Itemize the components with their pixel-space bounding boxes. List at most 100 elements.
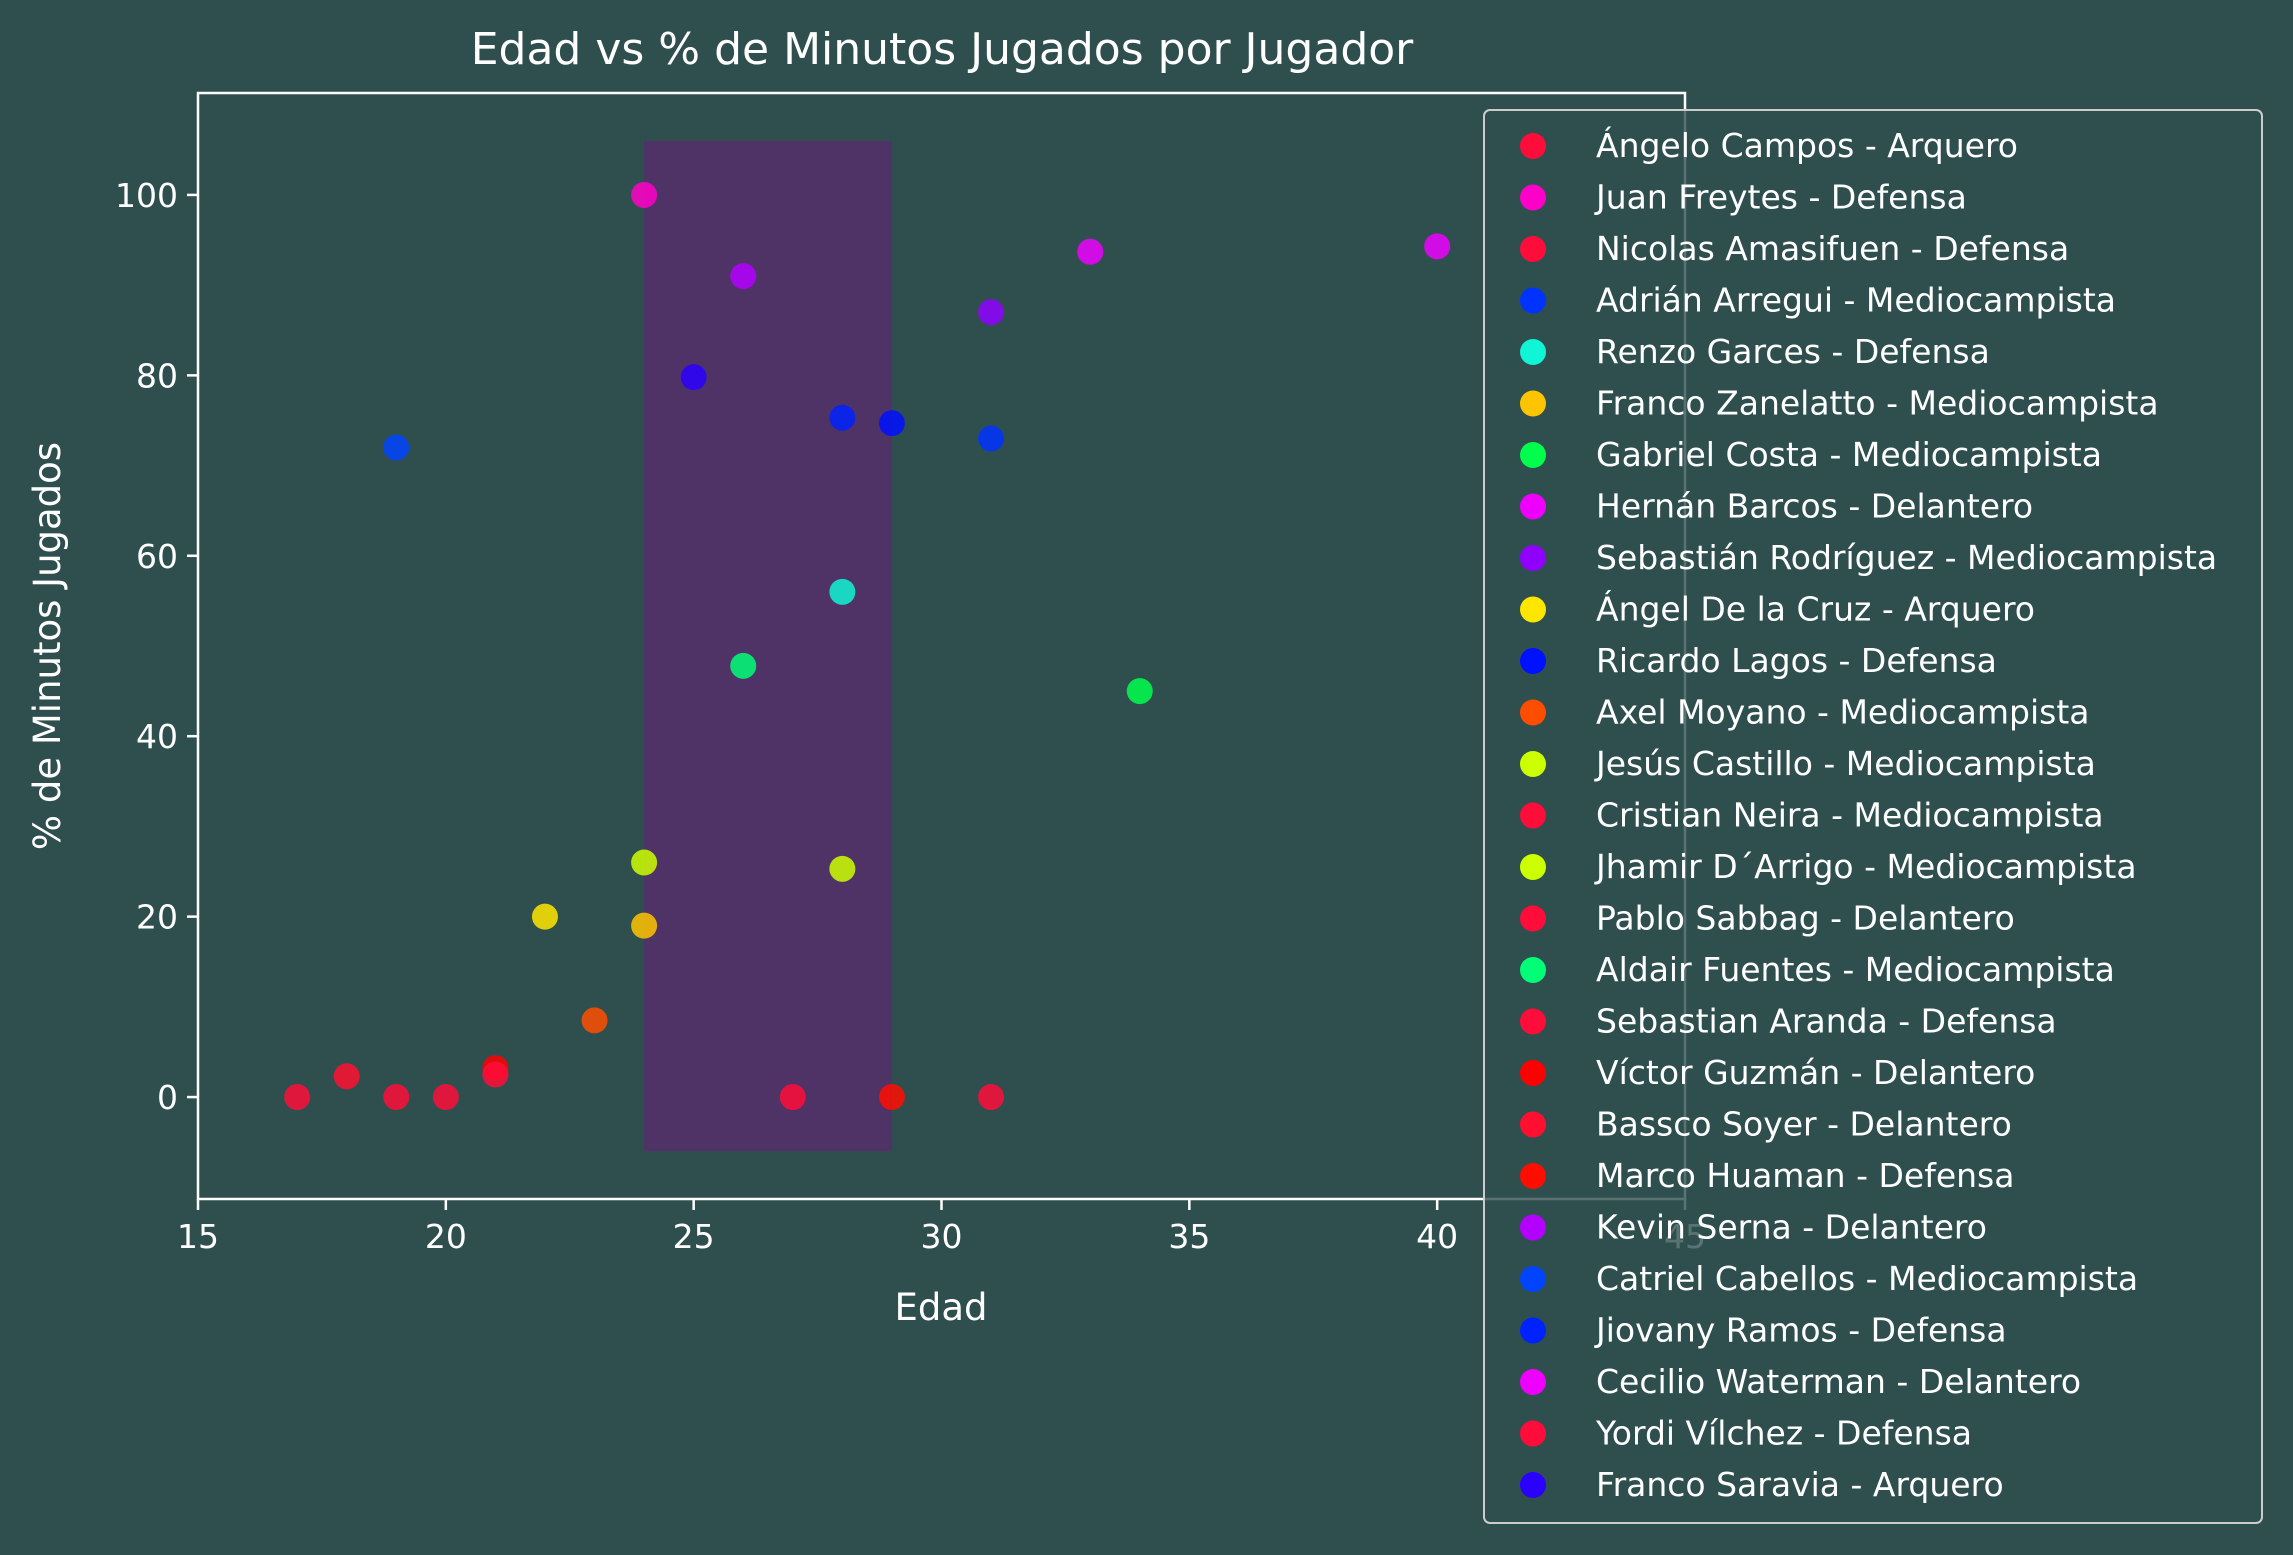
legend-marker xyxy=(1520,545,1546,571)
data-point xyxy=(383,1084,410,1111)
legend-marker xyxy=(1520,1472,1546,1498)
legend-entry-label: Franco Zanelatto - Mediocampista xyxy=(1596,384,2159,423)
legend-entry-label: Jiovany Ramos - Defensa xyxy=(1594,1311,2007,1350)
legend-entry-label: Sebastián Rodríguez - Mediocampista xyxy=(1596,538,2217,577)
legend-entry-label: Renzo Garces - Defensa xyxy=(1596,332,1990,371)
data-point xyxy=(333,1063,360,1090)
legend-entry-label: Víctor Guzmán - Delantero xyxy=(1596,1053,2035,1092)
data-point xyxy=(1424,233,1451,260)
legend-marker xyxy=(1520,1111,1546,1138)
data-point xyxy=(730,652,757,679)
highlight-band-layer xyxy=(644,140,892,1152)
data-point xyxy=(631,849,658,876)
y-tick-label: 0 xyxy=(157,1078,178,1117)
data-point xyxy=(383,434,410,461)
legend-marker xyxy=(1520,493,1546,520)
legend-entry-label: Yordi Vílchez - Defensa xyxy=(1595,1414,1972,1453)
legend-marker xyxy=(1520,751,1546,777)
legend-entry-label: Jhamir D´Arrigo - Mediocampista xyxy=(1594,847,2137,886)
y-axis-label: % de Minutos Jugados xyxy=(26,442,69,850)
y-tick-label: 20 xyxy=(136,898,178,937)
legend-entry-label: Sebastian Aranda - Defensa xyxy=(1596,1002,2057,1041)
legend-box xyxy=(1483,109,2263,1524)
legend-marker xyxy=(1520,1420,1546,1447)
data-point xyxy=(878,410,905,437)
legend-marker xyxy=(1520,133,1546,159)
legend-entry-label: Nicolas Amasifuen - Defensa xyxy=(1596,229,2069,268)
legend: Ángelo Campos - Arquero Juan Freytes - De… xyxy=(1483,109,2263,1524)
data-point xyxy=(829,855,856,882)
data-point xyxy=(829,578,856,605)
legend-entry-label: Marco Huaman - Defensa xyxy=(1596,1156,2014,1195)
legend-marker xyxy=(1520,390,1546,417)
legend-marker xyxy=(1520,699,1546,726)
legend-marker xyxy=(1520,957,1546,983)
chart-title: Edad vs % de Minutos Jugados por Jugador xyxy=(471,24,1414,75)
legend-entry-label: Hernán Barcos - Delantero xyxy=(1596,487,2033,526)
legend-entry-label: Bassco Soyer - Delantero xyxy=(1596,1105,2012,1144)
legend-marker xyxy=(1520,648,1546,674)
legend-entry-label: Juan Freytes - Defensa xyxy=(1594,178,1967,217)
data-points-layer xyxy=(284,181,1451,1111)
y-tick-label: 60 xyxy=(136,537,178,576)
legend-entry-label: Kevin Serna - Delantero xyxy=(1596,1208,1987,1247)
legend-entry-label: Ricardo Lagos - Defensa xyxy=(1596,641,1997,680)
data-point xyxy=(581,1007,608,1034)
legend-entry-label: Jesús Castillo - Mediocampista xyxy=(1594,744,2096,783)
data-point xyxy=(482,1061,509,1088)
legend-entry-label: Axel Moyano - Mediocampista xyxy=(1596,693,2090,732)
y-tick-label: 40 xyxy=(136,717,178,756)
legend-marker xyxy=(1520,442,1546,468)
x-tick-label: 25 xyxy=(673,1217,715,1256)
data-point xyxy=(779,1084,806,1111)
data-point xyxy=(978,299,1005,326)
legend-marker xyxy=(1520,339,1546,365)
data-point xyxy=(1077,238,1104,265)
x-tick-label: 40 xyxy=(1416,1217,1458,1256)
legend-entry-label: Catriel Cabellos - Mediocampista xyxy=(1596,1259,2138,1298)
highlight-band xyxy=(644,140,892,1152)
legend-marker xyxy=(1520,596,1546,623)
legend-marker xyxy=(1520,1008,1546,1035)
legend-marker xyxy=(1520,236,1546,262)
data-point xyxy=(680,364,707,391)
data-point xyxy=(978,425,1005,452)
legend-entry-label: Pablo Sabbag - Delantero xyxy=(1596,899,2015,938)
legend-entry-label: Cristian Neira - Mediocampista xyxy=(1596,796,2104,835)
x-tick-label: 20 xyxy=(425,1217,467,1256)
data-point xyxy=(829,404,856,431)
legend-entry-label: Aldair Fuentes - Mediocampista xyxy=(1596,950,2115,989)
legend-marker xyxy=(1520,1266,1546,1292)
x-tick-label: 15 xyxy=(177,1217,219,1256)
legend-marker xyxy=(1520,1060,1546,1086)
legend-marker xyxy=(1520,1214,1546,1241)
legend-entry-label: Ángelo Campos - Arquero xyxy=(1596,125,2018,165)
legend-entry-label: Adrián Arregui - Mediocampista xyxy=(1596,281,2116,320)
x-tick-label: 30 xyxy=(921,1217,963,1256)
data-point xyxy=(1126,678,1153,705)
y-axis-ticks: 0 20 40 60 80 100 xyxy=(115,176,198,1117)
legend-marker xyxy=(1520,1163,1546,1189)
legend-entry-label: Cecilio Waterman - Delantero xyxy=(1596,1362,2081,1401)
data-point xyxy=(631,181,658,208)
legend-marker xyxy=(1520,287,1546,314)
data-point xyxy=(631,912,658,939)
data-point xyxy=(730,263,757,290)
legend-marker xyxy=(1520,1317,1546,1344)
legend-marker xyxy=(1520,905,1546,932)
legend-marker xyxy=(1520,802,1546,829)
y-tick-label: 80 xyxy=(136,356,178,395)
legend-marker xyxy=(1520,184,1546,211)
legend-entry-label: Ángel De la Cruz - Arquero xyxy=(1596,589,2035,629)
x-axis-label: Edad xyxy=(894,1286,987,1329)
legend-entry-label: Gabriel Costa - Mediocampista xyxy=(1596,435,2102,474)
data-point xyxy=(978,1084,1005,1111)
data-point xyxy=(531,903,558,930)
legend-marker xyxy=(1520,1369,1546,1395)
legend-marker xyxy=(1520,854,1546,880)
legend-entry-label: Franco Saravia - Arquero xyxy=(1596,1465,2004,1504)
data-point xyxy=(432,1084,459,1111)
x-tick-label: 35 xyxy=(1168,1217,1210,1256)
data-point xyxy=(284,1084,311,1111)
